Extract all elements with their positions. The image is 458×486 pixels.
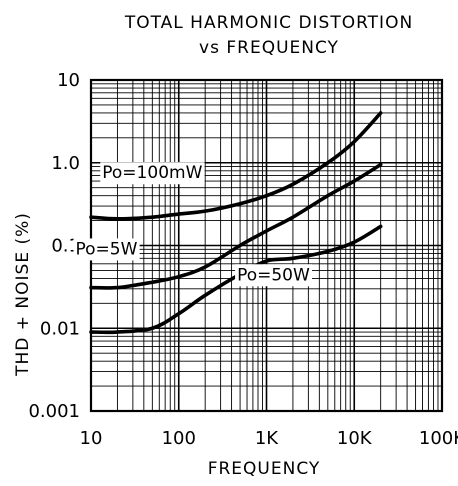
y-tick-label: 0.01 — [40, 318, 80, 339]
series-label-bg — [73, 238, 140, 261]
y-axis-label: THD + NOISE (%) — [13, 212, 33, 377]
x-tick-label: 10K — [337, 428, 373, 449]
y-tick-label: 0.001 — [28, 401, 80, 422]
x-tick-label: 1K — [255, 428, 279, 449]
y-tick-label: 1.0 — [51, 153, 80, 174]
x-tick-label: 100 — [162, 428, 196, 449]
series-label: Po=50W — [237, 265, 310, 285]
chart-title: TOTAL HARMONIC DISTORTION — [124, 13, 413, 33]
y-tick-label: 10 — [57, 70, 80, 91]
series-line — [89, 162, 383, 290]
x-tick-label: 100K — [419, 428, 458, 449]
y-tick-labels: 10 1.0 0.1 0.01 0.001 — [28, 70, 80, 422]
series-labels: Po=100mW Po=5W Po=50W — [73, 162, 312, 287]
series-line — [89, 111, 383, 221]
x-axis-label: FREQUENCY — [208, 459, 321, 479]
x-tick-labels: 10 100 1K 10K 100K — [80, 428, 458, 449]
curves — [89, 111, 383, 335]
series-label-bg — [235, 264, 312, 287]
series-label: Po=5W — [75, 239, 137, 259]
grid — [90, 80, 442, 412]
x-tick-label: 10 — [80, 428, 103, 449]
y-tick-label: 0.1 — [51, 236, 80, 257]
series-label-bg — [100, 162, 205, 185]
chart-subtitle: vs FREQUENCY — [199, 38, 339, 58]
series-label: Po=100mW — [102, 163, 202, 183]
